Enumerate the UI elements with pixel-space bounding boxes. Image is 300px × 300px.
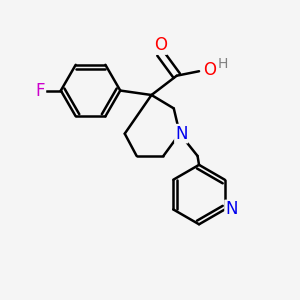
Text: O: O xyxy=(154,36,167,54)
Text: N: N xyxy=(225,200,238,218)
Text: O: O xyxy=(203,61,217,79)
Text: H: H xyxy=(218,57,228,71)
Text: N: N xyxy=(175,125,188,143)
Text: F: F xyxy=(36,82,45,100)
